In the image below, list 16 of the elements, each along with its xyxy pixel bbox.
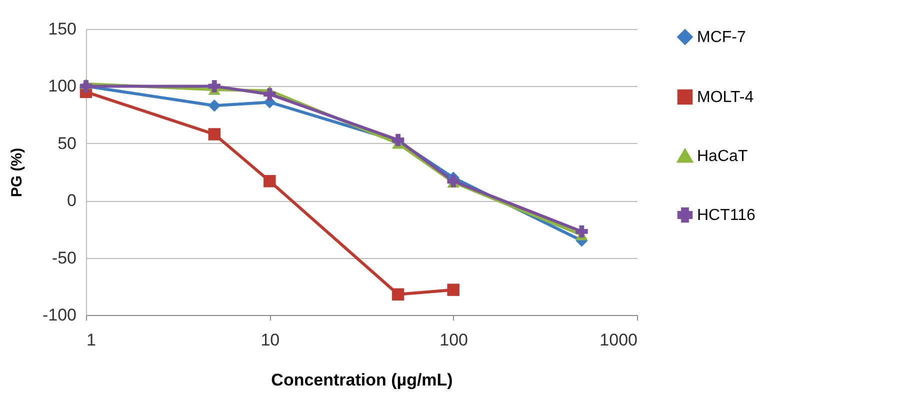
legend-label: MOLT-4 [697,89,754,106]
x-tick-label: 1000 [600,330,638,350]
legend-label: HaCaT [697,148,748,165]
x-axis-title: Concentration (µg/mL) [271,370,453,390]
x-tick-label: 10 [260,330,280,350]
x-tick-label: 100 [440,330,468,350]
y-tick-label: 50 [58,134,76,153]
y-tick-label: 0 [67,191,76,210]
legend-label: MCF-7 [697,29,746,46]
y-tick-label: 100 [48,76,76,96]
legend-label: HCT116 [697,207,756,224]
y-tick-label: -50 [52,248,76,268]
y-axis-title: PG (%) [8,148,26,198]
y-tick-label: 150 [48,20,76,38]
y-tick-label: -100 [42,306,76,324]
x-tick-label: 1 [86,330,96,350]
